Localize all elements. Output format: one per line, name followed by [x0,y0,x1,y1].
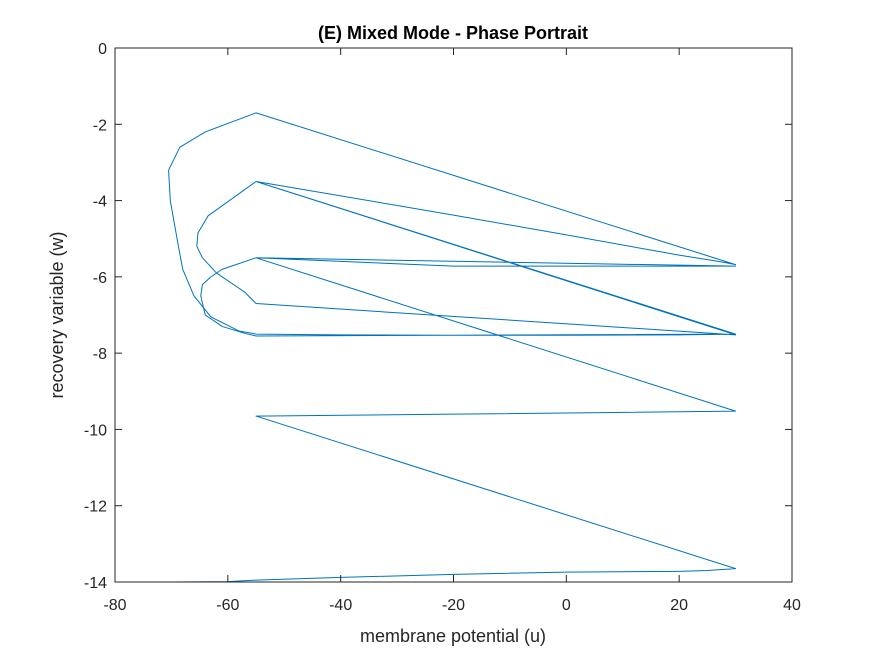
y-tick-label: 0 [98,41,107,58]
y-tick-label: -8 [93,346,107,363]
x-axis-label: membrane potential (u) [360,626,546,646]
y-tick-label: -14 [84,575,107,592]
plot-area-background [115,48,792,582]
y-tick-label: -2 [93,117,107,134]
x-tick-label: -60 [216,597,239,614]
x-tick-label: 20 [670,597,688,614]
x-tick-label: -20 [442,597,465,614]
chart-title: (E) Mixed Mode - Phase Portrait [318,23,588,43]
x-tick-label: -80 [103,597,126,614]
trajectory-layer [168,112,737,583]
tick-layer: -80 -60 -40 -20 0 20 40 0 -2 -4 -6 -8 -10 -12 -14 [84,41,801,614]
x-tick-label: 40 [783,597,801,614]
y-tick-label: -10 [84,422,107,439]
y-tick-label: -6 [93,270,107,287]
y-tick-label: -4 [93,194,107,211]
x-tick-label: 0 [562,597,571,614]
y-tick-label: -12 [84,499,107,516]
series-line-0 [168,112,737,583]
x-tick-label: -40 [329,597,352,614]
y-axis-label: recovery variable (w) [47,231,67,398]
